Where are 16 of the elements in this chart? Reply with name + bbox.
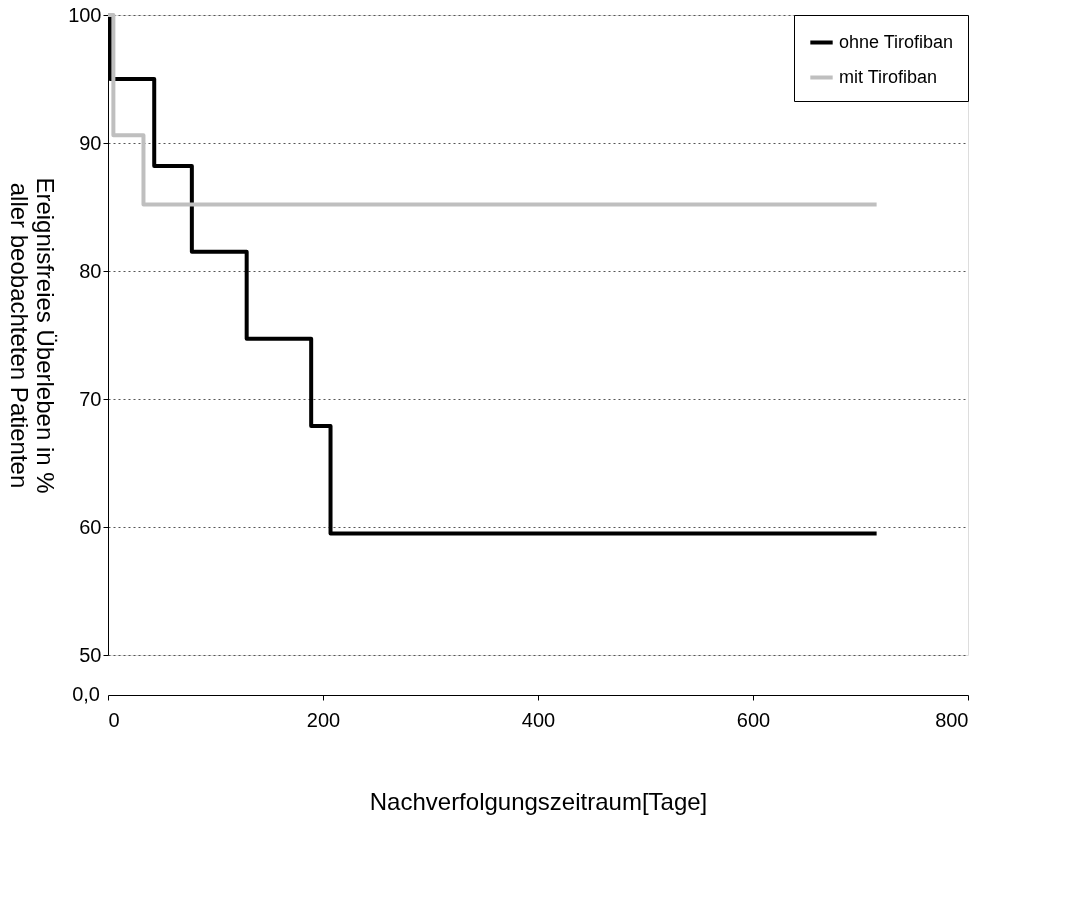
y-tick-label: 50	[79, 643, 102, 666]
y-axis-title: Ereignisfreies Überleben in % aller beobachteten Patienten	[6, 177, 60, 494]
x-tick-label: 400	[521, 708, 556, 731]
legend-label: mit Tirofiban	[839, 66, 938, 87]
y-tick-label: 80	[79, 259, 102, 282]
x-tick-label: 600	[736, 708, 771, 731]
y-tick-label: 70	[79, 387, 102, 410]
x-axis-title: Nachverfolgungszeitraum[Tage]	[369, 787, 708, 815]
legend-label: ohne Tirofiban	[839, 31, 954, 52]
y-tick-label: 100	[68, 3, 102, 26]
y-tick-label: 90	[79, 131, 102, 154]
x-tick-label: 0	[108, 708, 120, 731]
text: 0,0	[72, 683, 100, 705]
x-tick-label: 200	[306, 708, 341, 731]
y-tick-label: 60	[79, 515, 102, 538]
x-tick-label: 800	[935, 708, 969, 731]
